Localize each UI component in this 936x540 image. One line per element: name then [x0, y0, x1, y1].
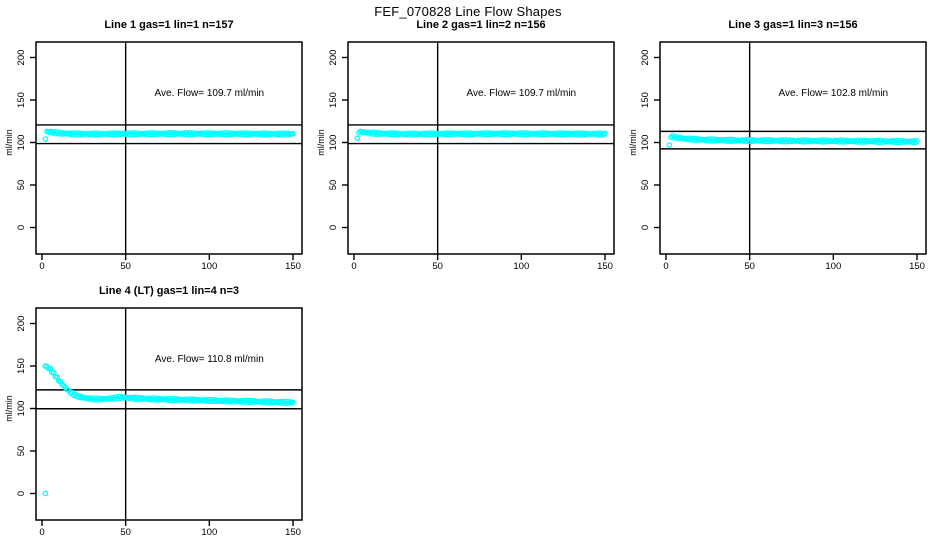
y-tick-label: 0: [640, 225, 651, 230]
flow-series: [42, 128, 296, 142]
figure-title: FEF_070828 Line Flow Shapes: [374, 4, 562, 19]
panel-line-1: 0 50 100 150 200 ml/min 0 50 100 150 Ave. Flow= 10…: [0, 16, 312, 274]
y-tick-label: 200: [16, 50, 27, 66]
y-tick-label: 100: [16, 401, 27, 417]
flow-series: [354, 128, 608, 142]
x-tick-label: 50: [120, 261, 131, 272]
ave-flow-annotation: Ave. Flow= 110.8 ml/min: [155, 354, 264, 365]
outlier-point: [354, 135, 361, 142]
panel-line-1-title: Line 1 gas=1 lin=1 n=157: [104, 19, 234, 31]
y-axis-label: ml/min: [316, 129, 326, 156]
panel-line-3-chart: 0 50 100 150 200 ml/min 0 50 100 150 Ave. Flow= 10…: [628, 41, 927, 272]
outlier-point: [42, 136, 49, 142]
y-tick-label: 0: [16, 225, 27, 230]
y-axis-label: ml/min: [4, 129, 14, 156]
y-tick-label: 0: [16, 491, 27, 496]
outlier-point: [42, 490, 49, 497]
x-tick-label: 100: [825, 261, 841, 272]
y-axis-label: ml/min: [4, 395, 14, 422]
panel-line-2: 0 50 100 150 200 ml/min 0 50 100 150 Ave. Flow= 10…: [312, 16, 624, 274]
y-tick-label: 50: [328, 180, 339, 191]
y-axis-label: ml/min: [628, 129, 638, 156]
flow-series: [666, 133, 920, 148]
y-tick-label: 50: [16, 180, 27, 191]
x-tick-label: 150: [909, 261, 925, 272]
y-tick-label: 200: [16, 316, 27, 332]
y-tick-label: 100: [328, 135, 339, 151]
flow-point: [290, 130, 296, 137]
x-tick-label: 150: [285, 261, 301, 272]
flow-point: [602, 130, 608, 137]
y-tick-label: 200: [640, 50, 651, 66]
x-tick-label: 0: [39, 261, 44, 272]
flow-point: [290, 399, 296, 406]
panel-line-4: 0 50 100 150 200 ml/min 0 50 100 150 Ave. Flow= 11…: [0, 282, 312, 540]
y-tick-label: 100: [16, 135, 27, 151]
panel-line-2-chart: 0 50 100 150 200 ml/min 0 50 100 150 Ave. Flow= 10…: [316, 41, 615, 272]
panel-line-3: 0 50 100 150 200 ml/min 0 50 100 150 Ave. Flow= 10…: [624, 16, 936, 274]
x-tick-label: 100: [513, 261, 529, 272]
outlier-point: [666, 142, 673, 148]
panel-line-2-title: Line 2 gas=1 lin=2 n=156: [416, 19, 546, 31]
y-tick-label: 0: [328, 225, 339, 230]
x-tick-label: 0: [39, 527, 44, 538]
x-tick-label: 100: [201, 261, 217, 272]
y-tick-label: 100: [640, 135, 651, 151]
ave-flow-annotation: Ave. Flow= 102.8 ml/min: [779, 88, 889, 99]
y-tick-label: 50: [16, 446, 27, 457]
flow-point: [914, 137, 920, 144]
x-tick-label: 50: [432, 261, 443, 272]
y-tick-label: 150: [328, 92, 339, 108]
x-tick-label: 150: [597, 261, 613, 272]
plot-box: [35, 307, 303, 521]
plot-box: [659, 41, 927, 255]
y-tick-label: 150: [640, 92, 651, 108]
x-tick-label: 150: [285, 527, 301, 538]
x-tick-label: 0: [351, 261, 356, 272]
panel-line-3-title: Line 3 gas=1 lin=3 n=156: [728, 19, 858, 31]
x-tick-label: 100: [201, 527, 217, 538]
ave-flow-annotation: Ave. Flow= 109.7 ml/min: [467, 88, 577, 99]
y-tick-label: 150: [16, 92, 27, 108]
x-tick-label: 50: [744, 261, 755, 272]
ave-flow-annotation: Ave. Flow= 109.7 ml/min: [155, 88, 265, 99]
panel-line-4-chart: 0 50 100 150 200 ml/min 0 50 100 150 Ave. Flow= 11…: [4, 307, 303, 538]
x-tick-label: 50: [120, 527, 131, 538]
y-tick-label: 50: [640, 180, 651, 191]
x-tick-label: 0: [663, 261, 668, 272]
y-tick-label: 200: [328, 50, 339, 66]
y-tick-label: 150: [16, 358, 27, 374]
flow-series: [42, 363, 296, 497]
plot-box: [35, 41, 303, 255]
panel-line-4-title: Line 4 (LT) gas=1 lin=4 n=3: [98, 285, 240, 297]
plot-box: [347, 41, 615, 255]
panel-line-1-chart: 0 50 100 150 200 ml/min 0 50 100 150 Ave. Flow= 10…: [4, 41, 303, 272]
